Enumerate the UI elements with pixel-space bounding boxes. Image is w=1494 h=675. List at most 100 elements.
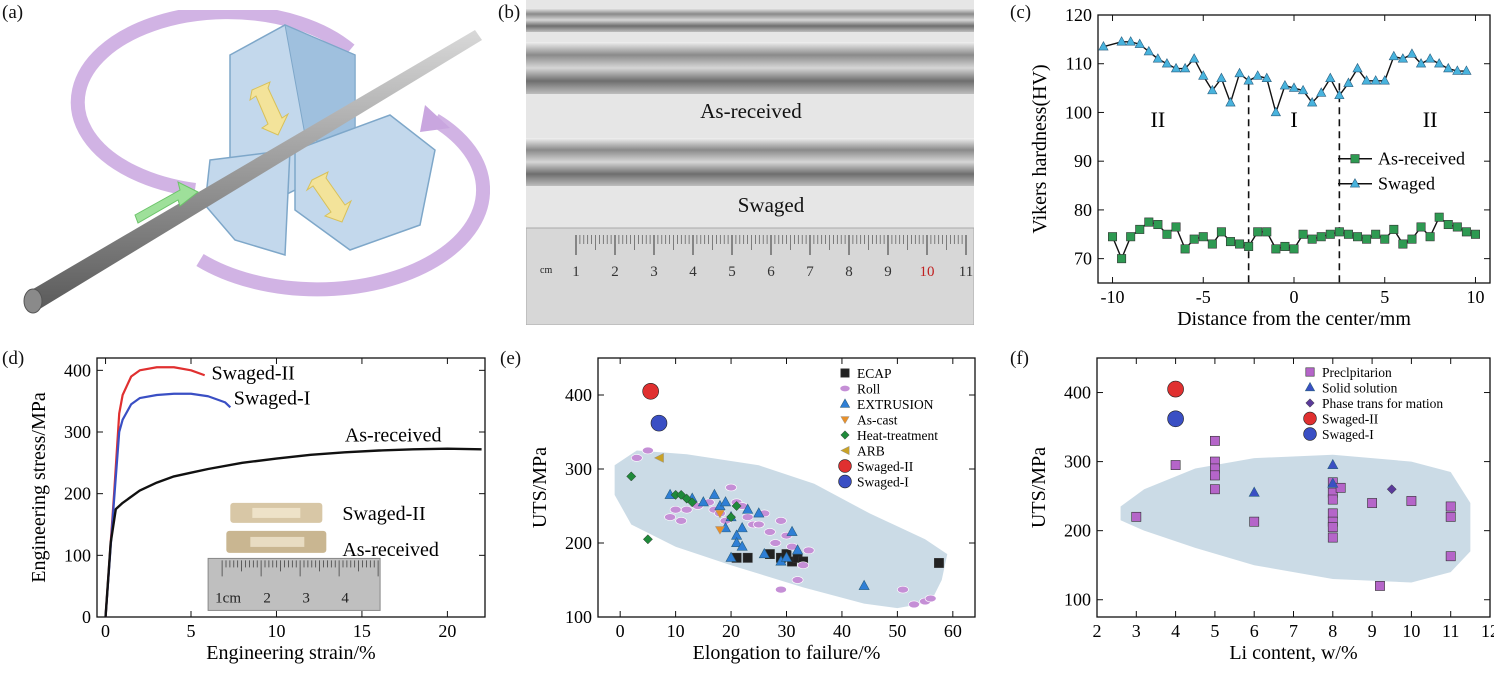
data-point	[1334, 89, 1345, 100]
ruler-number: 5	[728, 264, 736, 280]
metal-rod	[28, 30, 482, 310]
legend-marker	[1350, 154, 1360, 164]
data-point	[1353, 232, 1363, 242]
inset-label: As-received	[342, 539, 439, 561]
data-point	[1470, 229, 1480, 239]
ruler-number: 9	[884, 264, 892, 280]
data-point	[1279, 79, 1291, 90]
data-point	[1445, 501, 1456, 512]
x-tick-label: 4	[1171, 621, 1180, 641]
region-label: II	[1423, 107, 1438, 132]
data-point	[1126, 232, 1136, 242]
legend-marker	[838, 474, 852, 489]
data-point	[1171, 222, 1181, 232]
x-tick-label: 0	[1290, 287, 1299, 307]
legend-label: Swaged-I	[1322, 427, 1374, 442]
x-tick-label: 10	[667, 621, 685, 641]
data-point	[642, 382, 659, 400]
legend-label: ECAP	[857, 366, 892, 381]
legend-label: Swaged	[1378, 174, 1435, 194]
data-point	[1270, 106, 1281, 117]
legend-marker	[1303, 427, 1317, 441]
data-point	[1288, 82, 1300, 92]
panel-label-c: (c)	[1010, 2, 1032, 23]
y-tick-label: 400	[565, 385, 592, 405]
swaging-illustration	[23, 10, 490, 314]
legend-marker	[840, 368, 850, 378]
data-point	[1434, 58, 1445, 68]
data-point	[769, 539, 782, 547]
x-tick-label: 0	[616, 621, 625, 641]
data-point	[664, 513, 676, 521]
data-point	[1167, 380, 1184, 398]
data-point	[775, 517, 787, 525]
data-point	[1361, 75, 1372, 85]
panel-label-a: (a)	[2, 2, 24, 23]
data-point	[1261, 72, 1272, 83]
rod-as-received	[526, 42, 974, 94]
data-point	[1153, 220, 1163, 230]
data-point	[1380, 234, 1390, 244]
data-point	[1189, 234, 1199, 244]
legend-label: As-received	[1378, 149, 1465, 169]
stress-strain-curve	[104, 366, 206, 618]
legend-label: EXTRUSION	[857, 397, 934, 412]
data-point	[1461, 227, 1471, 237]
data-point	[725, 483, 737, 492]
panel-label-f: (f)	[1010, 348, 1029, 369]
data-point	[753, 507, 765, 518]
data-point	[725, 551, 737, 562]
data-point	[731, 536, 743, 547]
x-tick-label: 11	[1442, 621, 1459, 641]
curve-label: Swaged-II	[212, 363, 295, 385]
data-point	[687, 497, 698, 508]
legend-marker	[840, 430, 850, 440]
data-point	[669, 505, 682, 514]
legend-marker	[840, 445, 850, 456]
data-point	[1397, 53, 1409, 63]
rotation-arrowhead-icon	[420, 105, 450, 132]
data-point	[1207, 239, 1217, 249]
data-point	[858, 579, 870, 590]
data-point	[1125, 36, 1136, 46]
legend-label: Swaged-I	[857, 475, 909, 490]
data-point	[797, 561, 809, 569]
x-tick-label: 60	[944, 621, 962, 641]
data-point	[714, 509, 726, 519]
data-point	[1445, 511, 1456, 522]
x-tick-label: 40	[833, 621, 851, 641]
legend-marker	[839, 398, 851, 408]
plot-frame	[96, 357, 486, 618]
data-point	[924, 594, 937, 603]
rotation-arrow-lower	[196, 114, 490, 297]
data-point	[1198, 70, 1209, 80]
data-point	[1144, 217, 1154, 227]
swaged-label: Swaged	[738, 193, 805, 217]
data-point	[1252, 70, 1263, 80]
data-point	[1415, 58, 1427, 68]
data-point	[1375, 581, 1385, 591]
x-tick-label: 7	[1289, 621, 1298, 641]
data-point	[736, 522, 748, 533]
data-point	[764, 528, 776, 536]
rod-top	[526, 8, 974, 32]
data-point	[681, 493, 692, 504]
data-point	[630, 454, 643, 462]
ruler-number: 1	[572, 264, 580, 280]
ruler-number: 3	[650, 264, 658, 280]
specimen-gauge	[252, 507, 301, 518]
data-point	[1335, 482, 1346, 493]
legend-marker	[1305, 398, 1315, 408]
y-tick-label: 400	[64, 360, 91, 380]
data-point	[1280, 241, 1290, 251]
data-point	[1352, 62, 1363, 73]
data-point	[1135, 224, 1145, 234]
data-point	[1307, 234, 1317, 244]
data-point	[1327, 522, 1338, 533]
data-point	[1406, 496, 1417, 506]
rod-swaged	[526, 138, 974, 186]
ruler-label: 4	[341, 590, 349, 606]
data-point	[1271, 244, 1281, 254]
